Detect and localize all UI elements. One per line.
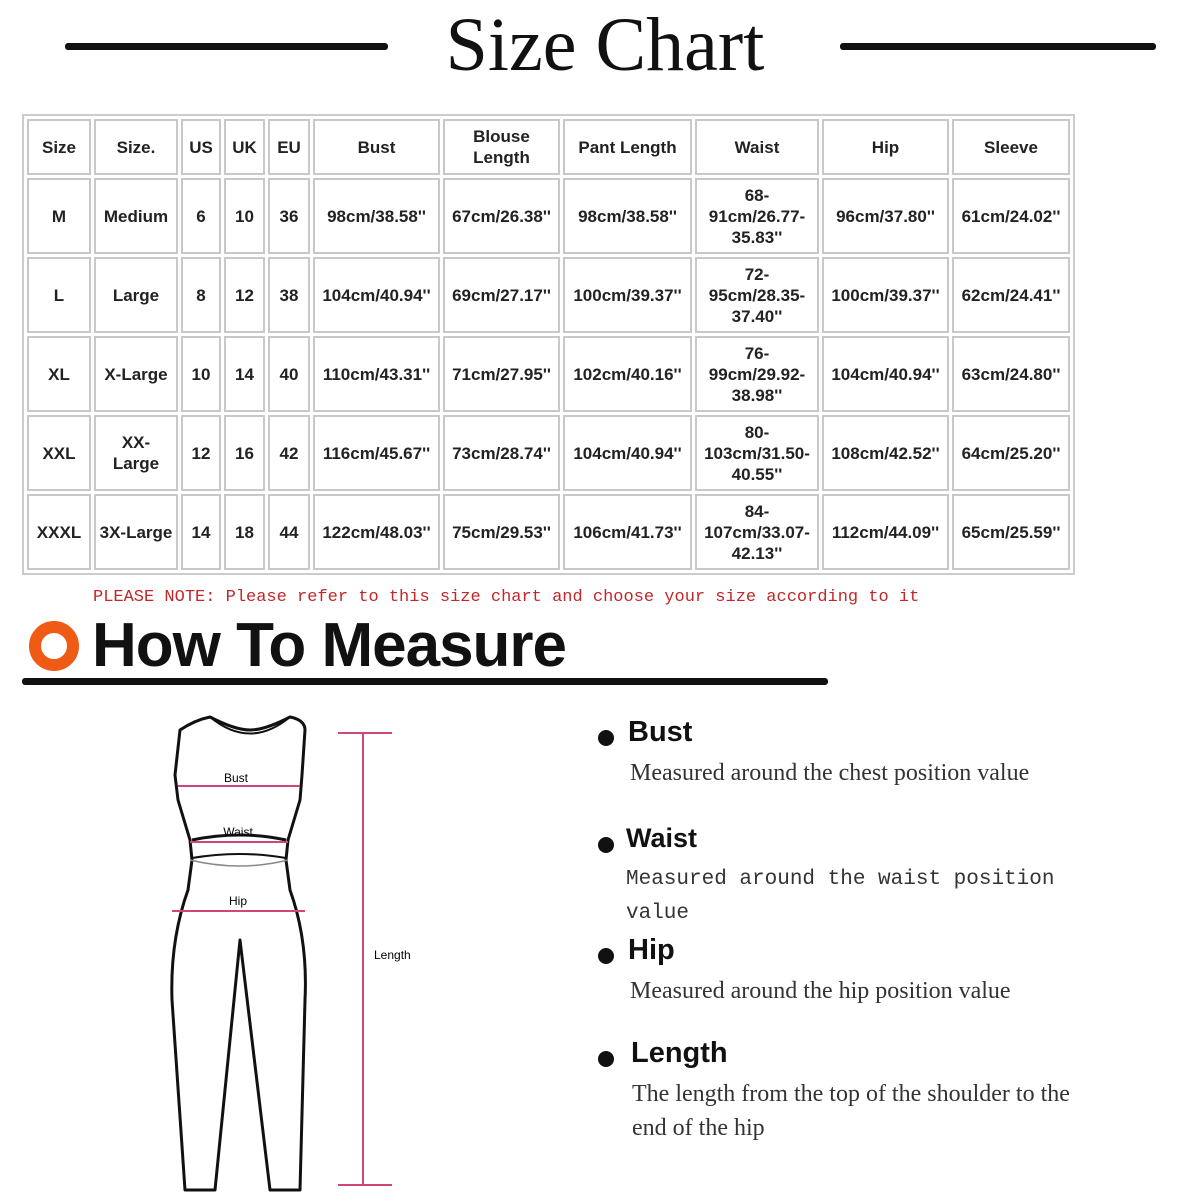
column-header: US <box>181 119 221 175</box>
size-note: PLEASE NOTE: Please refer to this size c… <box>93 588 920 607</box>
table-cell: 75cm/29.53'' <box>443 494 560 570</box>
table-cell: 84-107cm/33.07-42.13'' <box>695 494 819 570</box>
table-cell: 110cm/43.31'' <box>313 336 440 412</box>
table-cell: 72-95cm/28.35-37.40'' <box>695 257 819 333</box>
table-cell: 44 <box>268 494 310 570</box>
title-rule-right <box>840 43 1156 50</box>
table-cell: 63cm/24.80'' <box>952 336 1070 412</box>
table-cell: 98cm/38.58'' <box>313 178 440 254</box>
table-cell: L <box>27 257 91 333</box>
measure-lines <box>172 732 392 1186</box>
table-cell: 12 <box>224 257 265 333</box>
table-cell: 12 <box>181 415 221 491</box>
table-cell: 69cm/27.17'' <box>443 257 560 333</box>
title-rule-left <box>65 43 388 50</box>
table-cell: XX-Large <box>94 415 178 491</box>
table-cell: 102cm/40.16'' <box>563 336 692 412</box>
table-cell: 18 <box>224 494 265 570</box>
diagram-hip-label: Hip <box>229 894 247 908</box>
column-header: Blouse Length <box>443 119 560 175</box>
table-cell: 16 <box>224 415 265 491</box>
column-header: Size. <box>94 119 178 175</box>
section-underline <box>22 678 828 685</box>
table-cell: 80-103cm/31.50-40.55'' <box>695 415 819 491</box>
column-header: Waist <box>695 119 819 175</box>
item-desc: Measured around the hip position value <box>630 978 1011 1004</box>
table-cell: 8 <box>181 257 221 333</box>
table-cell: 6 <box>181 178 221 254</box>
bullet-icon <box>598 837 614 853</box>
item-desc: Measured around the waist position value <box>626 868 1055 925</box>
table-cell: 36 <box>268 178 310 254</box>
table-row: M Medium 6 10 36 98cm/38.58'' 67cm/26.38'' 98cm… <box>27 178 1070 254</box>
item-title: Length <box>631 1037 728 1069</box>
table-cell: 100cm/39.37'' <box>563 257 692 333</box>
table-cell: Medium <box>94 178 178 254</box>
table-cell: X-Large <box>94 336 178 412</box>
table-cell: 122cm/48.03'' <box>313 494 440 570</box>
circle-bullet-icon <box>29 621 79 671</box>
table-cell: 38 <box>268 257 310 333</box>
column-header: UK <box>224 119 265 175</box>
size-table: Size Size. US UK EU Bust Blouse Length Pant Len… <box>22 114 1075 575</box>
table-cell: 96cm/37.80'' <box>822 178 949 254</box>
table-cell: 112cm/44.09'' <box>822 494 949 570</box>
item-desc: The length from the top of the shoulder … <box>632 1081 1070 1141</box>
table-row: XXXL 3X-Large 14 18 44 122cm/48.03'' 75cm/29.5… <box>27 494 1070 570</box>
table-cell: 65cm/25.59'' <box>952 494 1070 570</box>
page-title: Size Chart <box>445 3 765 87</box>
table-cell: 64cm/25.20'' <box>952 415 1070 491</box>
bullet-icon <box>598 730 614 746</box>
column-header: Size <box>27 119 91 175</box>
table-cell: 10 <box>224 178 265 254</box>
table-cell: 40 <box>268 336 310 412</box>
table-cell: 67cm/26.38'' <box>443 178 560 254</box>
table-cell: 116cm/45.67'' <box>313 415 440 491</box>
table-cell: 104cm/40.94'' <box>563 415 692 491</box>
item-desc: Measured around the chest position value <box>630 760 1030 786</box>
table-cell: 73cm/28.74'' <box>443 415 560 491</box>
diagram-length-label: Length <box>374 948 411 962</box>
table-cell: 71cm/27.95'' <box>443 336 560 412</box>
item-title: Hip <box>628 934 675 966</box>
table-cell: XL <box>27 336 91 412</box>
table-cell: 62cm/24.41'' <box>952 257 1070 333</box>
jumpsuit-outline <box>170 715 307 1192</box>
table-cell: 76-99cm/29.92-38.98'' <box>695 336 819 412</box>
table-cell: 42 <box>268 415 310 491</box>
table-cell: 104cm/40.94'' <box>822 336 949 412</box>
bullet-icon <box>598 1051 614 1067</box>
table-cell: 106cm/41.73'' <box>563 494 692 570</box>
table-cell: 14 <box>224 336 265 412</box>
table-cell: 68-91cm/26.77-35.83'' <box>695 178 819 254</box>
column-header: Hip <box>822 119 949 175</box>
column-header: EU <box>268 119 310 175</box>
bullet-icon <box>598 948 614 964</box>
column-header: Sleeve <box>952 119 1070 175</box>
column-header: Bust <box>313 119 440 175</box>
table-cell: XXXL <box>27 494 91 570</box>
diagram-bust-label: Bust <box>224 771 249 785</box>
table-cell: 61cm/24.02'' <box>952 178 1070 254</box>
table-cell: 14 <box>181 494 221 570</box>
table-row: XXL XX-Large 12 16 42 116cm/45.67'' 73cm/28.74… <box>27 415 1070 491</box>
measurement-diagram: Bust Waist Hip Length <box>170 715 411 1192</box>
section-heading: How To Measure <box>92 611 567 680</box>
table-cell: 104cm/40.94'' <box>313 257 440 333</box>
table-cell: XXL <box>27 415 91 491</box>
table-cell: Large <box>94 257 178 333</box>
table-header-row: Size Size. US UK EU Bust Blouse Length Pant Len… <box>27 119 1070 175</box>
table-cell: 98cm/38.58'' <box>563 178 692 254</box>
item-title: Waist <box>626 823 698 853</box>
diagram-waist-label: Waist <box>223 825 253 839</box>
table-cell: 3X-Large <box>94 494 178 570</box>
table-cell: 100cm/39.37'' <box>822 257 949 333</box>
table-row: L Large 8 12 38 104cm/40.94'' 69cm/27.17'' 100c… <box>27 257 1070 333</box>
column-header: Pant Length <box>563 119 692 175</box>
table-cell: 108cm/42.52'' <box>822 415 949 491</box>
table-cell: M <box>27 178 91 254</box>
table-cell: 10 <box>181 336 221 412</box>
item-title: Bust <box>628 716 693 748</box>
table-row: XL X-Large 10 14 40 110cm/43.31'' 71cm/27.95''… <box>27 336 1070 412</box>
